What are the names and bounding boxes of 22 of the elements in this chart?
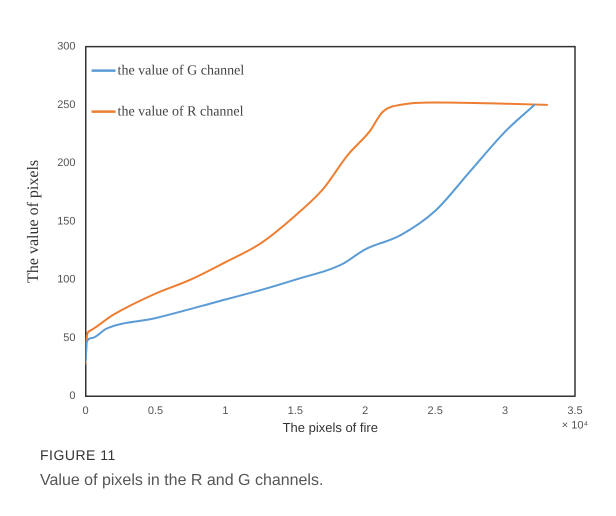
text: × 10⁴ <box>562 420 588 432</box>
x-tick-label: 0 <box>82 404 89 417</box>
y-tick-label: 0 <box>69 390 76 402</box>
y-axis-title: The value of pixels <box>24 160 42 283</box>
x-tick-label: 3 <box>502 404 508 417</box>
y-tick-label: 50 <box>63 332 76 344</box>
x-tick-label: 0.5 <box>148 404 164 417</box>
x-tick-label: 1.5 <box>288 404 303 417</box>
x-tick-label: 3.5 <box>567 404 583 417</box>
x-tick-label: 2 <box>362 404 368 417</box>
y-tick-label: 150 <box>57 215 76 228</box>
x-axis-title: The pixels of fire <box>282 420 378 435</box>
y-tick-label: 100 <box>57 274 76 286</box>
y-tick-label: 300 <box>57 40 76 53</box>
legend-label: the value of G channel <box>118 63 244 78</box>
x-tick-label: 2.5 <box>428 404 443 417</box>
text: Value of pixels in the R and G channels. <box>40 472 324 490</box>
y-tick-label: 200 <box>57 157 76 170</box>
x-tick-label: 1 <box>222 404 228 417</box>
y-tick-label: 250 <box>57 98 76 111</box>
legend-label: the value of R channel <box>118 104 244 120</box>
caption: FIGURE 11 <box>40 447 116 463</box>
